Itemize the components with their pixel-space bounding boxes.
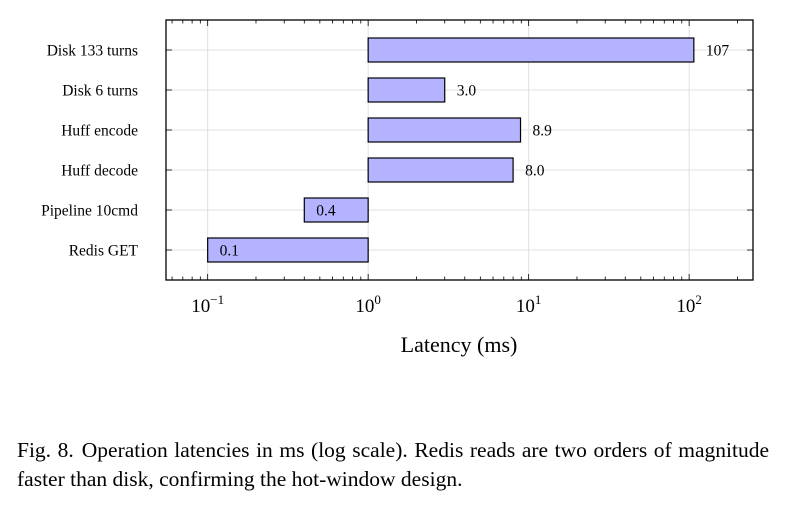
bar-value-label: 3.0 (457, 83, 477, 100)
y-tick-label: Disk 6 turns (62, 83, 138, 100)
bar-value-label: 8.0 (525, 163, 545, 180)
y-tick-label: Huff encode (61, 123, 138, 140)
latency-chart: 0.1 0.4 8.0 8.9 3.0 107 Redis GET Pipeline 10c… (41, 19, 754, 357)
figure-caption: Fig. 8. Operation latencies in ms (log sc… (17, 436, 769, 494)
bar-huff-decode (367, 157, 514, 183)
x-tick-label: 10−1 (191, 292, 224, 317)
bar-huff-encode (367, 117, 522, 143)
x-tick-label: 100 (355, 292, 381, 317)
x-tick-label: 102 (676, 292, 702, 317)
bar-disk-6-turns (367, 77, 446, 103)
bars: 0.1 0.4 8.0 8.9 3.0 107 (207, 37, 730, 263)
bar-value-label: 107 (706, 43, 730, 60)
bar-value-label: 0.4 (316, 203, 336, 220)
bar-value-label: 8.9 (533, 123, 553, 140)
y-tick-label: Pipeline 10cmd (41, 203, 138, 220)
y-tick-label: Redis GET (69, 243, 139, 260)
x-axis-label: Latency (ms) (401, 332, 518, 357)
plot-frame (165, 19, 754, 281)
caption-label: Fig. 8. (17, 438, 74, 462)
x-tick-label: 101 (516, 292, 542, 317)
y-tick-label: Huff decode (61, 163, 138, 180)
bar-value-label: 0.1 (220, 243, 239, 260)
x-tick-labels: 10−1 100 101 102 (191, 292, 702, 317)
bar-disk-133-turns (367, 37, 695, 63)
caption-text: Operation latencies in ms (log scale). R… (17, 438, 769, 491)
y-tick-label: Disk 133 turns (47, 43, 138, 60)
bar-pipeline-10cmd (303, 197, 369, 223)
bar-redis-get (207, 237, 369, 263)
y-tick-labels: Redis GET Pipeline 10cmd Huff decode Huff e… (41, 43, 138, 260)
